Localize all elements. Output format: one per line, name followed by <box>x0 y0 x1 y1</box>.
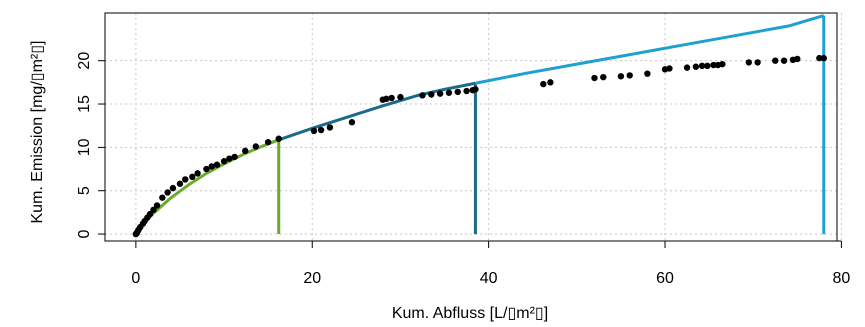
data-point <box>617 73 625 80</box>
data-point <box>397 93 404 101</box>
data-point <box>772 57 779 64</box>
data-point <box>194 170 201 177</box>
data-point <box>226 155 233 162</box>
data-point <box>698 62 706 70</box>
data-point <box>326 124 334 131</box>
data-point <box>419 92 426 99</box>
x-tick-label: 0 <box>131 270 140 287</box>
data-point <box>383 95 390 103</box>
data-point <box>540 80 547 88</box>
fitted-curves <box>134 14 826 235</box>
data-point <box>816 54 823 62</box>
data-point <box>704 62 711 70</box>
data-point <box>745 59 753 66</box>
data-point <box>683 64 691 71</box>
data-point <box>719 60 726 68</box>
gridlines <box>105 13 842 241</box>
y-tick-label: 0 <box>76 230 93 239</box>
data-point <box>182 176 189 183</box>
data-point <box>159 194 166 201</box>
data-point <box>275 135 282 142</box>
data-point <box>348 119 356 126</box>
y-axis-label: Kum. Emission [mg/▯m²▯] <box>29 41 46 224</box>
data-point <box>794 55 801 63</box>
data-point <box>231 153 238 161</box>
fitted-curve <box>134 139 278 235</box>
data-point <box>666 65 673 72</box>
data-point <box>203 165 210 173</box>
x-tick-label: 80 <box>833 270 851 287</box>
data-point <box>169 184 177 192</box>
data-point <box>472 86 479 93</box>
x-axis-label: Kum. Abfluss [L/▯m²▯] <box>392 305 548 322</box>
data-point <box>820 54 827 62</box>
data-point <box>626 72 633 79</box>
data-point <box>252 143 260 150</box>
data-point <box>454 88 461 96</box>
y-axis: 0 5 10 15 20 <box>76 52 106 239</box>
data-point <box>600 73 607 81</box>
data-point <box>780 57 788 64</box>
data-point <box>264 138 272 146</box>
data-point <box>754 59 761 66</box>
data-point <box>710 61 717 69</box>
y-tick-label: 15 <box>76 95 93 113</box>
data-point <box>208 163 215 170</box>
plot-frame <box>104 12 838 242</box>
data-point <box>463 87 470 95</box>
x-tick-label: 20 <box>303 270 321 287</box>
data-point <box>213 161 221 168</box>
data-point <box>164 189 171 196</box>
data-point <box>692 63 700 70</box>
data-point <box>310 127 318 135</box>
data-point <box>436 90 444 97</box>
y-tick-label: 10 <box>76 138 93 156</box>
data-point <box>644 70 651 77</box>
data-point <box>146 210 154 218</box>
data-point <box>176 180 184 187</box>
x-tick-label: 60 <box>656 270 674 287</box>
y-tick-label: 5 <box>76 186 93 195</box>
data-point <box>150 206 157 213</box>
data-point <box>189 173 196 181</box>
fitted-curve <box>276 81 476 142</box>
data-point <box>445 89 453 96</box>
data-point <box>317 126 325 134</box>
observed-points <box>132 54 827 238</box>
fitted-curve <box>475 14 825 85</box>
data-point <box>388 94 395 102</box>
data-point <box>153 202 161 209</box>
y-tick-label: 20 <box>76 52 93 70</box>
data-point <box>428 91 435 98</box>
data-point <box>591 74 598 82</box>
data-point <box>220 158 228 165</box>
data-point <box>547 79 554 86</box>
data-point <box>242 147 249 155</box>
x-tick-label: 40 <box>480 270 498 287</box>
x-axis: 0 20 40 60 80 <box>131 240 851 287</box>
